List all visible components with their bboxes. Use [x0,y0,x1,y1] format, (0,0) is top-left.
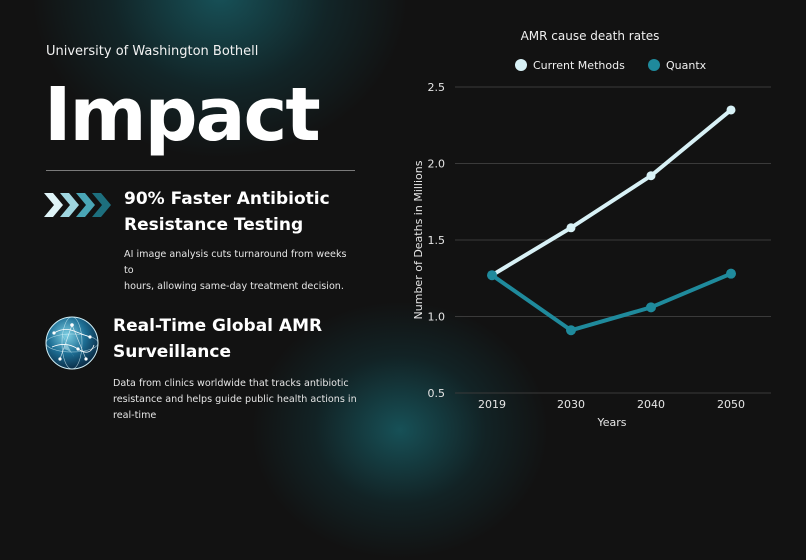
legend-label-0: Current Methods [533,59,625,72]
x-tick-label-1: 2030 [557,398,585,411]
data-point-0-2 [646,171,656,181]
feature-title-testing-line2: Resistance Testing [124,215,304,235]
data-point-0-3 [726,105,736,115]
x-tick-label-3: 2050 [717,398,745,411]
feature-title-testing-line1: 90% Faster Antibiotic [124,189,330,209]
chart-title: AMR cause death rates [521,29,660,43]
x-tick-label-0: 2019 [478,398,506,411]
feature-title-surveillance-line2: Surveillance [113,342,232,362]
y-tick-label-2: 1.5 [428,234,446,247]
feature-title-surveillance-line1: Real-Time Global AMR [113,316,323,336]
y-tick-label-3: 2.0 [428,158,446,171]
feature-desc-surveillance-line3: real-time [113,410,157,421]
y-tick-label-1: 1.0 [428,311,446,324]
feature-title-testing: 90% Faster Antibiotic Resistance Testing [124,186,330,238]
x-axis-label: Years [596,416,626,429]
feature-desc-surveillance: Data from clinics worldwide that tracks … [113,376,358,424]
chevron-arrows-icon [44,193,111,217]
title-divider [46,170,355,171]
line-chart: AMR cause death rates Current Methods Quan… [412,29,771,429]
feature-desc-surveillance-line2: resistance and helps guide public health… [113,394,357,405]
feature-desc-testing-line2: hours, allowing same-day treatment decis… [124,281,344,292]
legend-marker-1 [648,59,660,71]
page-title: Impact [44,72,321,158]
legend-label-1: Quantx [666,59,707,72]
x-tick-label-2: 2040 [637,398,665,411]
globe-network-icon [45,316,99,370]
data-point-1-0 [487,270,497,281]
y-axis-label: Number of Deaths in Millions [412,160,425,319]
y-tick-label-0: 0.5 [428,387,446,400]
feature-desc-surveillance-line1: Data from clinics worldwide that tracks … [113,378,349,389]
feature-desc-testing: AI image analysis cuts turnaround from w… [124,247,349,295]
data-point-1-2 [646,302,656,313]
series-line-1 [490,271,733,333]
data-point-1-1 [566,325,576,336]
data-point-1-3 [726,268,736,279]
y-tick-label-4: 2.5 [428,81,446,94]
feature-title-surveillance: Real-Time Global AMR Surveillance [113,313,322,365]
data-point-0-1 [566,223,576,233]
legend-marker-0 [515,59,527,71]
university-name: University of Washington Bothell [46,44,259,59]
series-line-0 [490,107,733,278]
feature-desc-testing-line1: AI image analysis cuts turnaround from w… [124,249,347,276]
